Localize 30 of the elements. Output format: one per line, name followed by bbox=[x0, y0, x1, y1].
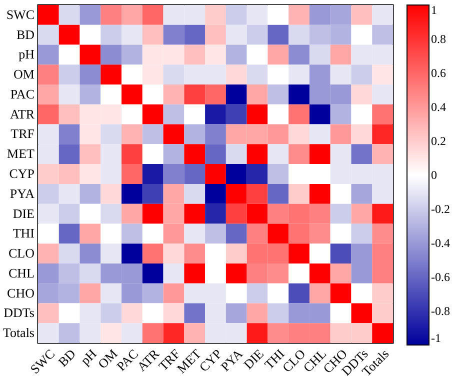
y-tick-label: SWC bbox=[6, 6, 34, 22]
color-bar-label: 0.8 bbox=[431, 32, 446, 46]
color-bar-label: -0.2 bbox=[431, 202, 450, 216]
y-tick-label: DIE bbox=[12, 206, 35, 221]
color-bar-label: 1 bbox=[431, 3, 437, 17]
color-bar-label: -1 bbox=[431, 331, 441, 345]
x-tick-label: pH bbox=[78, 346, 100, 368]
y-tick-label: CLO bbox=[8, 246, 34, 261]
y-tick-label: TRF bbox=[10, 126, 34, 142]
y-tick-label: CHL bbox=[8, 265, 35, 280]
color-bar-label: 0.4 bbox=[431, 100, 446, 114]
color-bar-label: -0.4 bbox=[431, 236, 450, 250]
y-tick-label: OM bbox=[14, 66, 35, 82]
x-tick-label: BD bbox=[55, 346, 79, 370]
color-bar-label: -0.6 bbox=[431, 270, 450, 284]
y-tick-label: pH bbox=[18, 46, 34, 62]
y-tick-label: CYP bbox=[9, 166, 34, 181]
y-tick-label: PAC bbox=[10, 86, 34, 102]
y-tick-label: BD bbox=[16, 26, 34, 42]
color-bar-label: 0.2 bbox=[431, 134, 446, 148]
y-tick-label: MET bbox=[7, 146, 35, 162]
color-bar-label: -0.8 bbox=[431, 304, 450, 318]
color-bar-label: 0 bbox=[431, 168, 437, 182]
y-tick-label: Totals bbox=[2, 325, 34, 340]
y-tick-label: THI bbox=[12, 226, 34, 241]
y-tick-label: CHO bbox=[7, 285, 34, 300]
y-tick-label: DDTs bbox=[4, 305, 34, 320]
y-tick-label: PYA bbox=[10, 186, 36, 201]
y-tick-label: ATR bbox=[10, 106, 35, 122]
color-bar-label: 0.6 bbox=[431, 66, 446, 80]
